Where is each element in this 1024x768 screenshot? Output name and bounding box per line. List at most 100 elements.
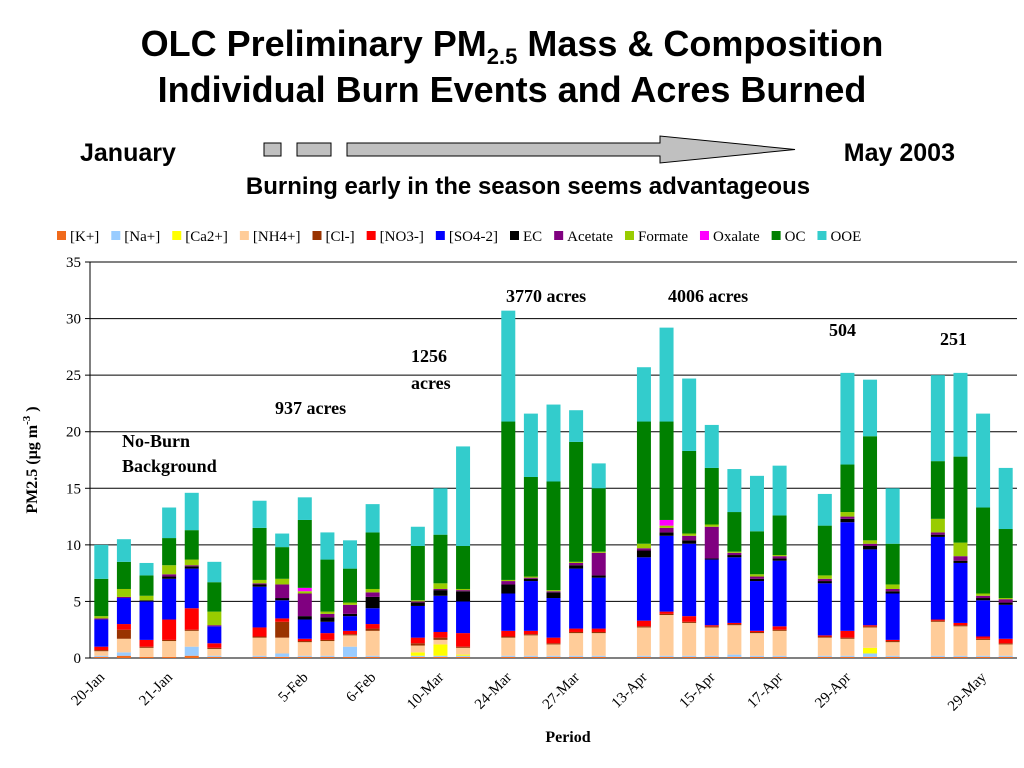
bar-segment: [523, 635, 538, 656]
legend-label: [SO4-2]: [449, 229, 498, 245]
bar-segment: [659, 615, 674, 656]
bar-segment: [659, 327, 674, 422]
x-tick-label: 15-Apr: [677, 670, 719, 712]
legend-label: [Cl-]: [326, 229, 355, 245]
bar-segment: [410, 601, 425, 603]
bar-segment: [998, 599, 1013, 603]
bar-segment: [207, 582, 222, 612]
bar-segment: [817, 635, 832, 637]
bar-segment: [501, 579, 516, 582]
bar-segment: [682, 543, 697, 617]
legend-swatch: [817, 231, 827, 240]
bar-segment: [659, 535, 674, 612]
bar-segment: [365, 588, 380, 593]
bar-segment: [501, 593, 516, 631]
bar-segment: [591, 463, 606, 489]
bar-segment: [252, 583, 267, 585]
bar-segment: [365, 628, 380, 631]
bar-segment: [94, 650, 109, 652]
bar-segment: [207, 643, 222, 648]
bar-segment: [320, 532, 335, 560]
bar-segment: [772, 558, 787, 561]
bar-segment: [840, 656, 855, 658]
bar-segment: [682, 535, 697, 541]
bar-segment: [433, 595, 448, 632]
bar-segment: [682, 616, 697, 622]
y-tick-label: 10: [66, 538, 81, 554]
bar-segment: [569, 631, 584, 634]
bar-segment: [998, 643, 1013, 645]
bar-segment: [184, 566, 199, 569]
bar-segment: [749, 531, 764, 575]
bar-segment: [139, 601, 154, 640]
bar-segment: [410, 643, 425, 646]
bar-segment: [885, 488, 900, 544]
bar-segment: [252, 656, 267, 658]
bar-segment: [523, 413, 538, 477]
bar-segment: [772, 655, 787, 657]
timeline-end: May 2003: [844, 139, 955, 167]
bar-segment: [343, 630, 358, 635]
bar-segment: [523, 578, 538, 582]
bar-segment: [184, 646, 199, 656]
bar-segment: [976, 600, 991, 637]
bar-segment: [320, 613, 335, 618]
bar-segment: [885, 641, 900, 643]
bar-segment: [297, 656, 312, 658]
bar-segment: [297, 593, 312, 617]
bar-segment: [501, 637, 516, 656]
bar-segment: [456, 647, 471, 655]
legend-label: [NO3-]: [380, 229, 424, 245]
bar-segment: [162, 641, 177, 657]
bar-segment: [930, 518, 945, 533]
annotation: 4006 acres: [668, 286, 748, 306]
bar-segment: [840, 638, 855, 656]
bar-segment: [343, 568, 358, 603]
x-tick-label: 29-Apr: [812, 670, 854, 712]
bar-segment: [297, 642, 312, 656]
bar-segment: [636, 620, 651, 627]
legend-label: [Ca2+]: [185, 229, 228, 245]
bar-segment: [863, 627, 878, 648]
bar-segment: [569, 562, 584, 566]
bar-segment: [252, 655, 267, 657]
annotation-line: No-Burn: [122, 431, 190, 451]
bar-segment: [116, 561, 131, 589]
bar-segment: [410, 600, 425, 602]
bar-segment: [501, 655, 516, 657]
bar-segment: [523, 634, 538, 636]
bar-segment: [749, 655, 764, 657]
bar-segment: [930, 655, 945, 657]
bar-segment: [704, 625, 719, 627]
bar-segment: [727, 555, 742, 558]
bar-segment: [365, 624, 380, 629]
bar-segment: [184, 608, 199, 630]
bar-segment: [636, 655, 651, 657]
legend-swatch: [312, 231, 322, 240]
bar-segment: [682, 533, 697, 536]
bar-segment: [749, 475, 764, 532]
annotation: 504: [829, 320, 856, 340]
bar-segment: [94, 619, 109, 647]
x-tick-label: 29-May: [945, 669, 990, 714]
y-label-superscript: -3: [21, 415, 33, 425]
bar-segment: [546, 598, 561, 638]
annotation: 1256 acres: [411, 346, 451, 393]
bar-segment: [976, 413, 991, 508]
bar-segment: [456, 646, 471, 648]
bar-segment: [207, 626, 222, 644]
bar-segment: [953, 560, 968, 563]
bar-segment: [365, 596, 380, 609]
bar-segment: [252, 584, 267, 587]
y-axis-label: PM2.5 (µg m-3 ): [21, 406, 41, 513]
legend-label: [K+]: [70, 229, 99, 245]
bar-segment: [998, 644, 1013, 656]
bar-segment: [501, 310, 516, 422]
bar-segment: [116, 652, 131, 656]
bar-segment: [343, 616, 358, 631]
bar-segment: [591, 656, 606, 658]
bar-segment: [94, 655, 109, 657]
bar-segment: [320, 639, 335, 642]
bar-segment: [817, 656, 832, 658]
bar-segment: [365, 630, 380, 656]
